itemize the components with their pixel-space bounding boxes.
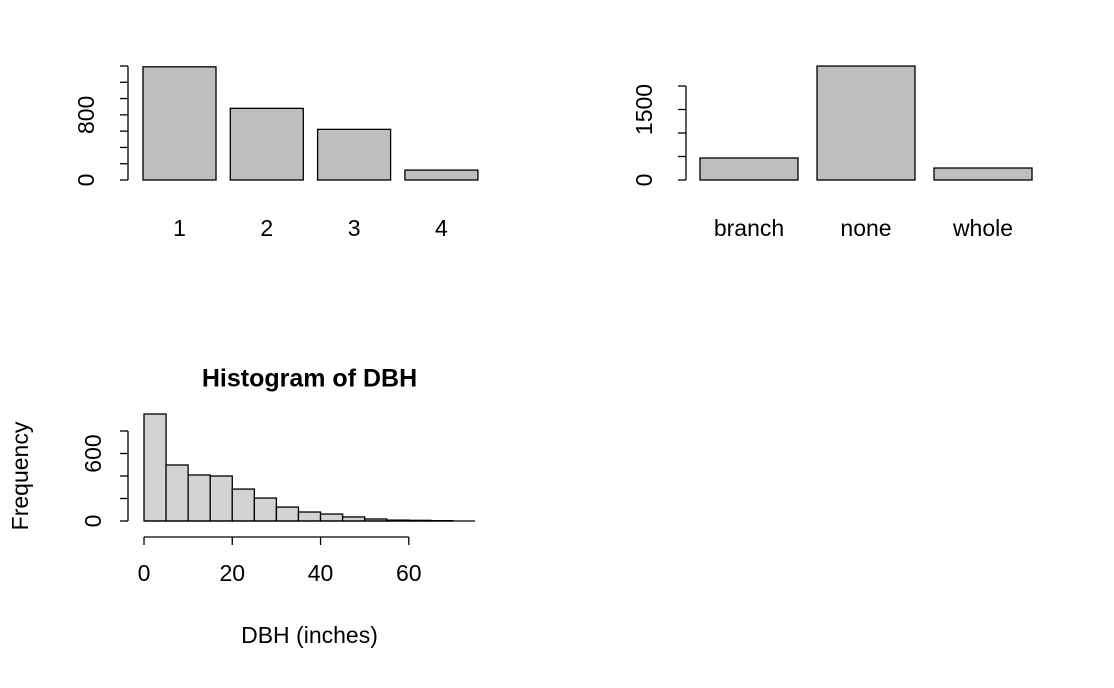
y-axis-label: Frequency — [7, 421, 33, 530]
category-label: 2 — [260, 215, 273, 241]
histogram-bar — [231, 488, 255, 522]
x-axis-label: DBH (inches) — [241, 622, 378, 648]
x-tick-label: 0 — [138, 560, 151, 586]
bar — [699, 157, 799, 181]
y-tick-label: 800 — [73, 96, 99, 134]
y-tick-label: 600 — [80, 434, 106, 472]
histogram-bar — [143, 413, 167, 522]
category-label: whole — [952, 215, 1013, 241]
category-label: 1 — [173, 215, 186, 241]
y-tick-label: 0 — [631, 174, 657, 187]
y-tick-label: 0 — [80, 515, 106, 528]
x-tick-label: 40 — [308, 560, 334, 586]
chart-title: Histogram of DBH — [202, 365, 417, 393]
histogram-bar — [319, 513, 344, 522]
histogram-bar — [253, 497, 278, 522]
histogram-bar — [297, 511, 322, 522]
y-tick-label: 0 — [73, 174, 99, 187]
category-label: branch — [714, 215, 784, 241]
category-label: 3 — [348, 215, 361, 241]
histogram-bar — [275, 506, 300, 522]
histogram-bar — [187, 474, 211, 522]
bar — [816, 65, 916, 181]
bar — [142, 66, 217, 181]
y-tick-label: 1500 — [631, 84, 657, 135]
x-tick-label: 60 — [396, 560, 422, 586]
bar — [933, 167, 1033, 181]
category-label: none — [840, 215, 891, 241]
category-label: 4 — [435, 215, 448, 241]
x-tick-label: 20 — [219, 560, 245, 586]
histogram-bar — [165, 464, 189, 522]
histogram-bar — [209, 475, 233, 522]
bar — [229, 107, 304, 181]
bar — [404, 169, 479, 181]
bar — [316, 128, 392, 181]
